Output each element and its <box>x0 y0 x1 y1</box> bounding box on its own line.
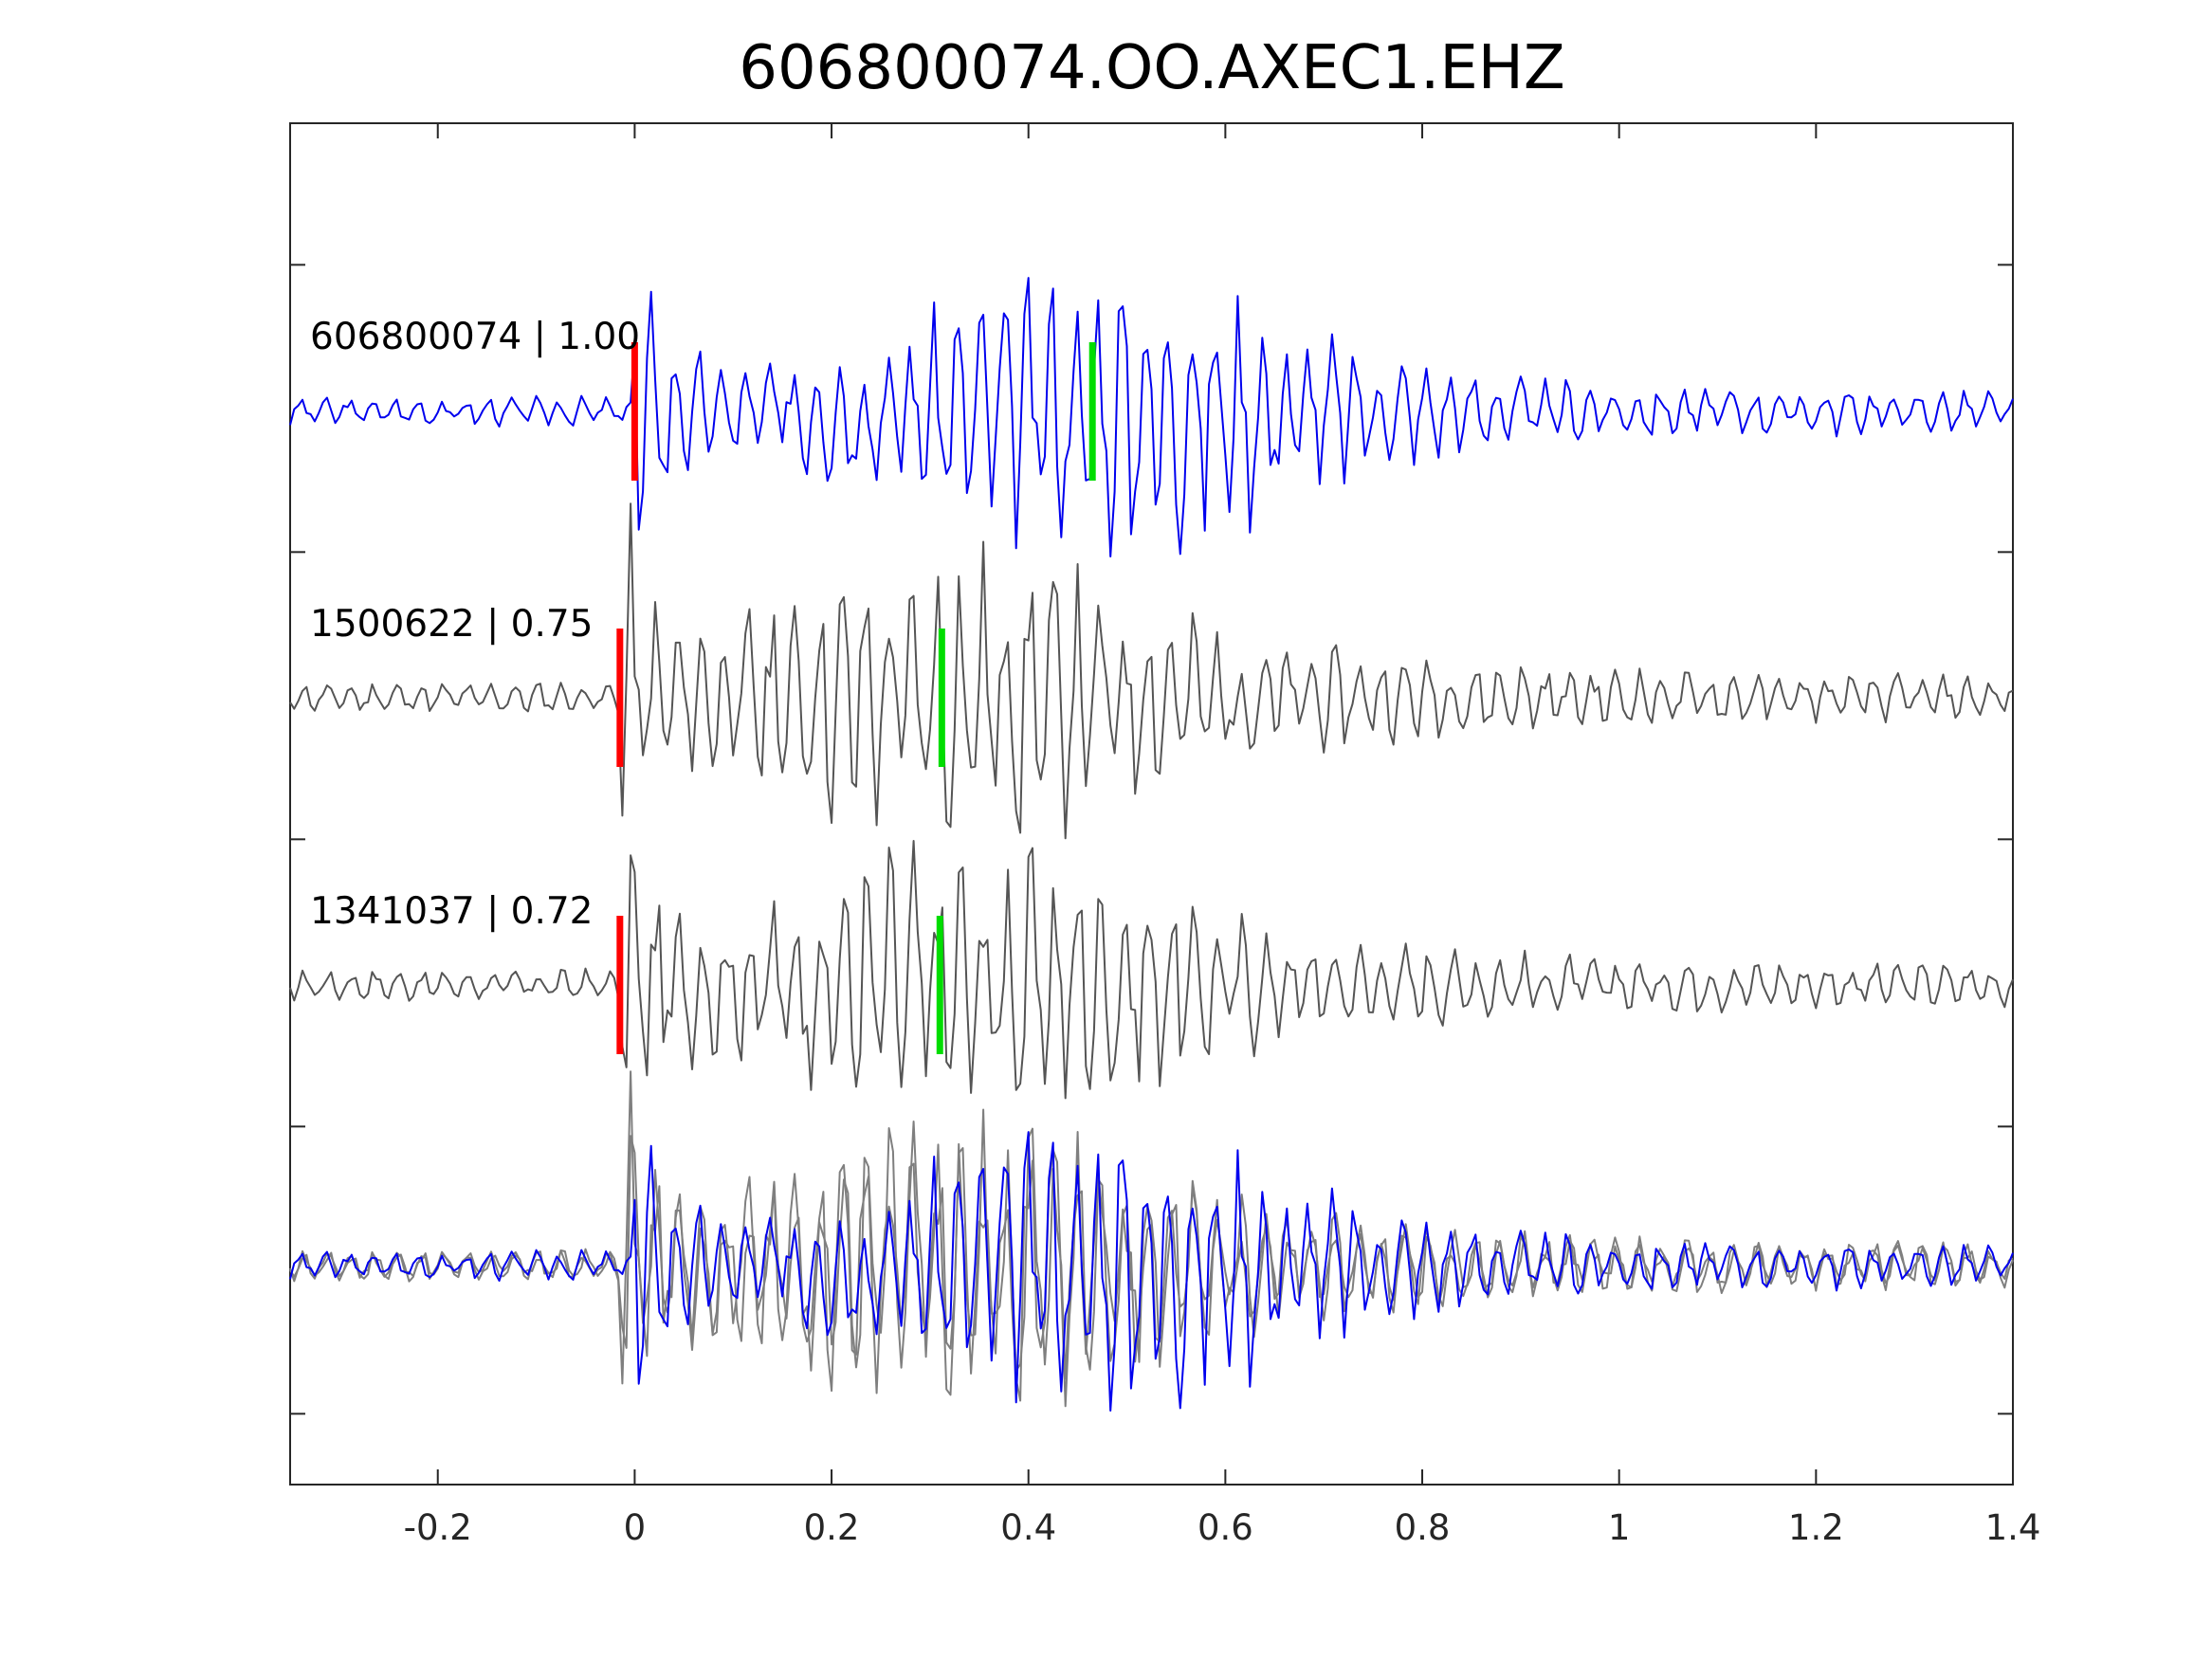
x-tick-label: 0.6 <box>1197 1507 1253 1548</box>
chart-title: 606800074.OO.AXEC1.EHZ <box>739 33 1565 103</box>
pick-markers <box>616 342 1096 1054</box>
axis-ticks: -0.2 0 0.2 0.4 0.6 0.8 1 1.2 1.4 <box>290 123 2040 1548</box>
x-tick-label: -0.2 <box>404 1507 472 1548</box>
x-tick-label: 0.2 <box>804 1507 860 1548</box>
x-tick-label: 1.2 <box>1788 1507 1844 1548</box>
trace-label-1: 606800074 | 1.00 <box>310 316 640 358</box>
trace-labels: 606800074 | 1.00 1500622 | 0.75 1341037 … <box>310 316 640 933</box>
overlay-trace-1341037 <box>289 1121 2014 1380</box>
x-tick-label: 1 <box>1608 1507 1631 1548</box>
overlay-trace-606800074 <box>289 1131 2014 1412</box>
x-tick-label: 0 <box>624 1507 647 1548</box>
x-tick-label: 1.4 <box>1985 1507 2041 1548</box>
trace-line-1500622 <box>289 502 2014 840</box>
trace-label-2: 1500622 | 0.75 <box>310 603 593 646</box>
x-tick-label: 0.8 <box>1395 1507 1451 1548</box>
trace-label-3: 1341037 | 0.72 <box>310 890 593 933</box>
trace-group <box>289 277 2014 1412</box>
trace-line-606800074 <box>289 277 2014 557</box>
x-tick-label: 0.4 <box>1000 1507 1056 1548</box>
trace-line-1341037 <box>289 840 2014 1100</box>
